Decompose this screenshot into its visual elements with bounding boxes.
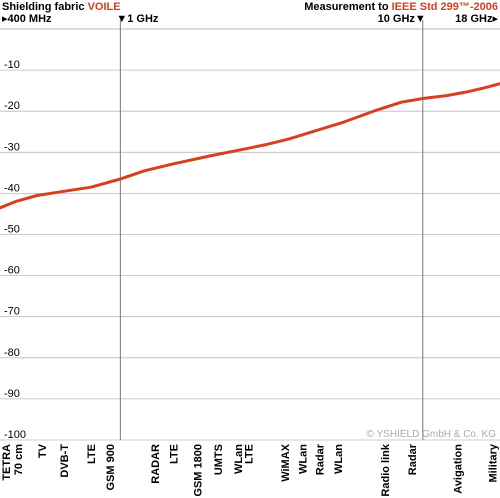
- band-label-line: WLan: [333, 444, 345, 474]
- band-label: LTE: [169, 444, 181, 464]
- band-label-line: DVB-T: [59, 444, 71, 478]
- band-label: WLan: [297, 444, 309, 474]
- frequency-markers: ▸400 MHz ▼1 GHz 10 GHz▼ 18 GHz▸: [2, 13, 498, 440]
- band-label: WLan: [233, 444, 245, 474]
- y-tick-label: -40: [4, 182, 20, 194]
- band-label-line: TETRA: [1, 444, 13, 481]
- y-tick-labels: -10 -20 -30 -40 -50 -60 -70 -80 -90 -100: [4, 59, 26, 441]
- chart-title: Shielding fabric VOILE: [2, 1, 121, 13]
- band-label-line: GSM 1800: [193, 444, 205, 497]
- band-label: UMTS: [213, 444, 225, 475]
- band-label-line: WLan: [233, 444, 245, 474]
- band-label-line: WiMAX: [280, 443, 292, 481]
- band-label: TV: [37, 443, 49, 458]
- band-label: GSM 900: [105, 444, 117, 490]
- y-tick-label: -100: [4, 429, 26, 441]
- band-label-line: UMTS: [213, 444, 225, 475]
- band-label-line: Radio link: [380, 443, 392, 496]
- band-label-line: WLan: [297, 444, 309, 474]
- frequency-marker: 18 GHz▸: [455, 13, 498, 25]
- band-label: Radar: [407, 443, 419, 475]
- band-label-line: Military: [488, 443, 500, 482]
- frequency-marker: ▸400 MHz: [2, 13, 52, 25]
- band-label: LTE: [243, 444, 255, 464]
- band-labels: TETRA70 cm TV DVB-T LTE GSM 900 RADAR LTE GSM 1…: [1, 443, 500, 496]
- band-label-line: 70 cm: [13, 444, 25, 475]
- y-tick-label: -20: [4, 100, 20, 112]
- y-tick-label: -60: [4, 265, 20, 277]
- y-tick-label: -30: [4, 141, 20, 153]
- title-prefix: Shielding fabric: [2, 1, 88, 13]
- fabric-name: VOILE: [87, 1, 121, 13]
- band-label-line: TV: [37, 443, 49, 458]
- band-label-line: RADAR: [150, 444, 162, 484]
- standard-name: IEEE Std 299™-2006: [391, 1, 498, 13]
- y-tick-label: -90: [4, 388, 20, 400]
- band-label: Radar: [314, 443, 326, 475]
- band-label: WiMAX: [280, 443, 292, 481]
- band-label-line: LTE: [86, 444, 98, 464]
- band-label: LTE: [86, 444, 98, 464]
- band-label: WLan: [333, 444, 345, 474]
- band-label: TETRA70 cm: [1, 444, 25, 481]
- band-label: GSM 1800: [193, 444, 205, 497]
- measurement-standard: Measurement to IEEE Std 299™-2006: [304, 1, 498, 13]
- y-tick-label: -50: [4, 224, 20, 236]
- band-label: Avigation: [452, 444, 464, 494]
- attenuation-line: [0, 82, 500, 210]
- band-label-line: LTE: [243, 444, 255, 464]
- band-label-line: Radar: [407, 443, 419, 475]
- band-label-line: Avigation: [452, 444, 464, 494]
- band-label-line: GSM 900: [105, 444, 117, 490]
- band-label-line: LTE: [169, 444, 181, 464]
- band-label-line: Radar: [314, 443, 326, 475]
- y-tick-label: -80: [4, 347, 20, 359]
- standard-prefix: Measurement to: [304, 1, 392, 13]
- band-label: Radio link: [380, 443, 392, 496]
- band-label: Military: [488, 443, 500, 482]
- copyright: © YSHIELD GmbH & Co. KG: [367, 429, 497, 440]
- y-tick-label: -10: [4, 59, 20, 71]
- y-tick-label: -70: [4, 306, 20, 318]
- frequency-marker: ▼1 GHz: [116, 13, 159, 25]
- band-label: DVB-T: [59, 444, 71, 478]
- frequency-marker: 10 GHz▼: [378, 13, 426, 25]
- grid: [0, 28, 500, 441]
- band-label: RADAR: [150, 444, 162, 484]
- attenuation-series: [0, 82, 500, 210]
